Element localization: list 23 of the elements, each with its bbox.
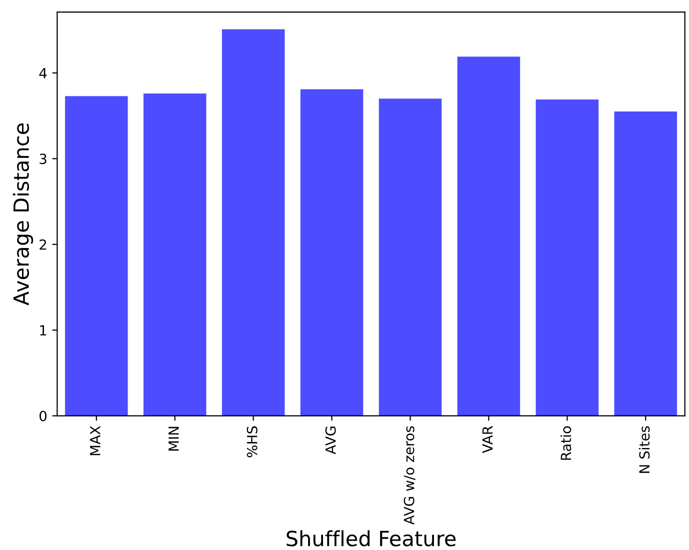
bar [222, 29, 285, 416]
x-tick-label: %HS [246, 426, 258, 458]
x-tick-label: Ratio [560, 426, 572, 460]
x-tick-label: MAX [90, 426, 100, 456]
y-tick-label: 2 [40, 239, 46, 250]
bar [65, 96, 128, 416]
y-tick-label: 3 [40, 154, 46, 164]
x-tick-label: VAR [482, 426, 493, 454]
x-tick-label: AVG w/o zeros [404, 426, 416, 525]
y-tick-label: 1 [40, 325, 46, 336]
bar [143, 94, 206, 416]
bar [457, 56, 520, 416]
x-tick-label: MIN [168, 426, 179, 451]
x-tick-label: N Sites [638, 426, 650, 473]
bar [614, 112, 678, 416]
bar [378, 98, 442, 416]
y-tick-label: 4 [39, 68, 47, 78]
y-tick-label: 0 [40, 410, 47, 422]
y-axis-title: Average Distance [12, 123, 34, 306]
bar [536, 100, 599, 416]
bar [300, 89, 364, 416]
x-axis-title: Shuffled Feature [286, 530, 456, 546]
x-tick-label: AVG [325, 426, 336, 454]
